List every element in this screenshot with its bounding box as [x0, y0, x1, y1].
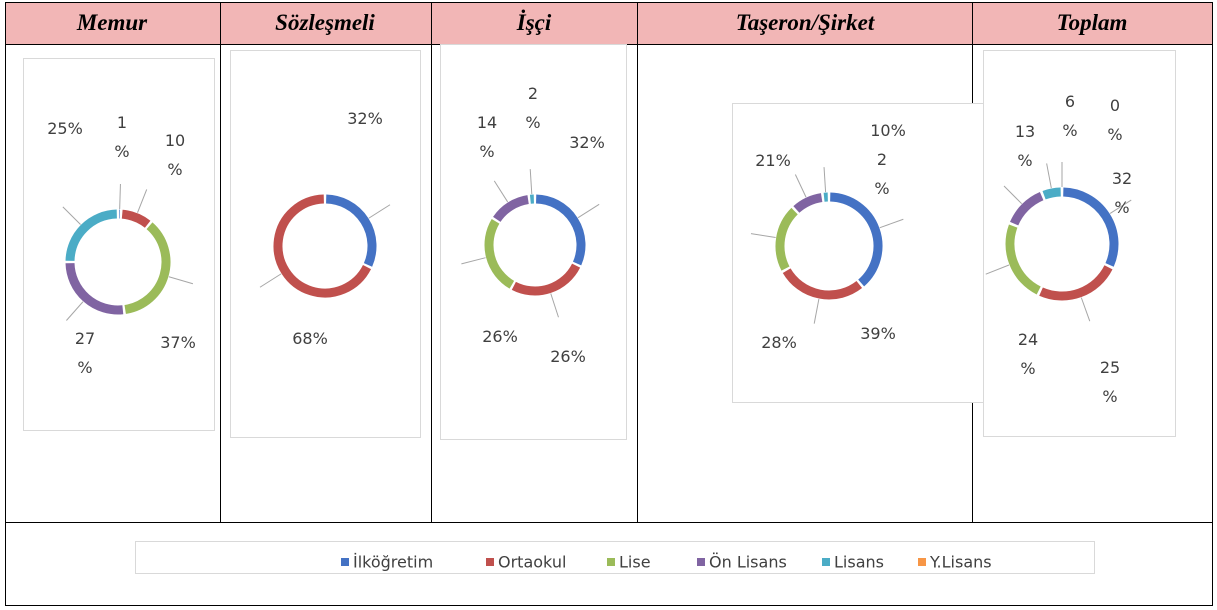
legend-label: Lise — [619, 553, 651, 572]
donut-slice — [493, 195, 529, 223]
legend-label: Lisans — [834, 553, 884, 572]
data-label: 39% — [860, 324, 896, 343]
donut-slice — [121, 209, 151, 228]
leader-line — [794, 174, 807, 198]
donut-slice — [782, 268, 863, 300]
leader-line — [550, 293, 559, 318]
leader-line — [368, 204, 391, 219]
column-header: Sözleşmeli — [275, 10, 375, 35]
data-label: 2% — [525, 84, 540, 132]
legend-label: Ön Lisans — [709, 553, 787, 572]
data-label: 6% — [1062, 92, 1077, 140]
donut-slice — [1042, 187, 1061, 200]
donut-slice — [1010, 192, 1044, 226]
legend-label: Y.Lisans — [929, 553, 992, 572]
leader-line — [577, 203, 600, 219]
leader-line — [750, 233, 776, 239]
leader-line — [137, 189, 148, 213]
legend-swatch — [822, 558, 830, 566]
table-grid — [5, 2, 1213, 606]
leader-line — [1109, 199, 1132, 214]
donut-slice — [829, 192, 883, 287]
data-label: 0% — [1107, 96, 1122, 144]
donut-slice — [1063, 187, 1119, 267]
leader-line — [813, 298, 820, 324]
data-label: 37% — [160, 333, 196, 352]
data-label: 10% — [870, 121, 906, 140]
donut-slice — [1039, 265, 1113, 301]
donut-slice — [1005, 224, 1041, 295]
legend-label: Ortaokul — [498, 553, 566, 572]
legend-swatch — [341, 558, 349, 566]
data-label: 24% — [1018, 330, 1038, 378]
data-label: 28% — [761, 333, 797, 352]
legend-swatch — [607, 558, 615, 566]
leader-line — [168, 276, 194, 285]
leader-line — [1080, 297, 1091, 322]
legend-swatch — [697, 558, 705, 566]
data-label: 2% — [874, 150, 889, 198]
data-label: 32% — [569, 133, 605, 152]
data-label: 14% — [477, 113, 497, 161]
column-header: İşçi — [516, 9, 552, 35]
leader-line — [66, 301, 84, 321]
leader-line — [985, 264, 1010, 275]
donut-slice — [793, 193, 823, 213]
data-label: 25% — [1100, 358, 1120, 406]
donut-slice — [775, 207, 798, 271]
data-label: 25% — [47, 119, 83, 138]
column-header: Memur — [76, 10, 148, 35]
data-label: 26% — [550, 347, 586, 366]
data-label: 1% — [114, 113, 129, 161]
legend-swatch — [918, 558, 926, 566]
donut-slice — [535, 194, 586, 266]
leader-line — [62, 206, 81, 225]
data-label: 21% — [755, 151, 791, 170]
chart-frames — [23, 44, 1176, 440]
column-header: Toplam — [1057, 10, 1128, 35]
donut-slice — [273, 194, 372, 298]
leader-line — [119, 184, 121, 210]
header-row — [5, 2, 1213, 44]
data-label: 32% — [347, 109, 383, 128]
data-label: 26% — [482, 327, 518, 346]
data-label: 68% — [292, 329, 328, 348]
data-label: 13% — [1015, 122, 1035, 170]
leader-line — [529, 169, 533, 195]
legend-swatch — [486, 558, 494, 566]
leader-line — [493, 180, 509, 203]
donut-slice — [65, 209, 118, 262]
data-label: 10% — [165, 131, 185, 179]
legend-frame — [135, 541, 1095, 574]
data-label: 32% — [1112, 169, 1132, 217]
donut-slice — [325, 194, 377, 267]
leader-line — [1003, 185, 1023, 205]
donut-slice — [124, 222, 171, 314]
leader-line — [879, 218, 904, 229]
data-label: 27% — [75, 329, 95, 377]
donut-slice — [65, 262, 124, 315]
leader-line — [823, 167, 827, 193]
leader-line — [259, 273, 282, 288]
legend-label: İlköğretim — [353, 553, 433, 572]
leader-line — [1046, 163, 1052, 189]
donut-slice — [511, 263, 581, 296]
column-header: Taşeron/Şirket — [736, 10, 875, 35]
donut-slice — [484, 219, 515, 289]
leader-line — [461, 257, 486, 265]
